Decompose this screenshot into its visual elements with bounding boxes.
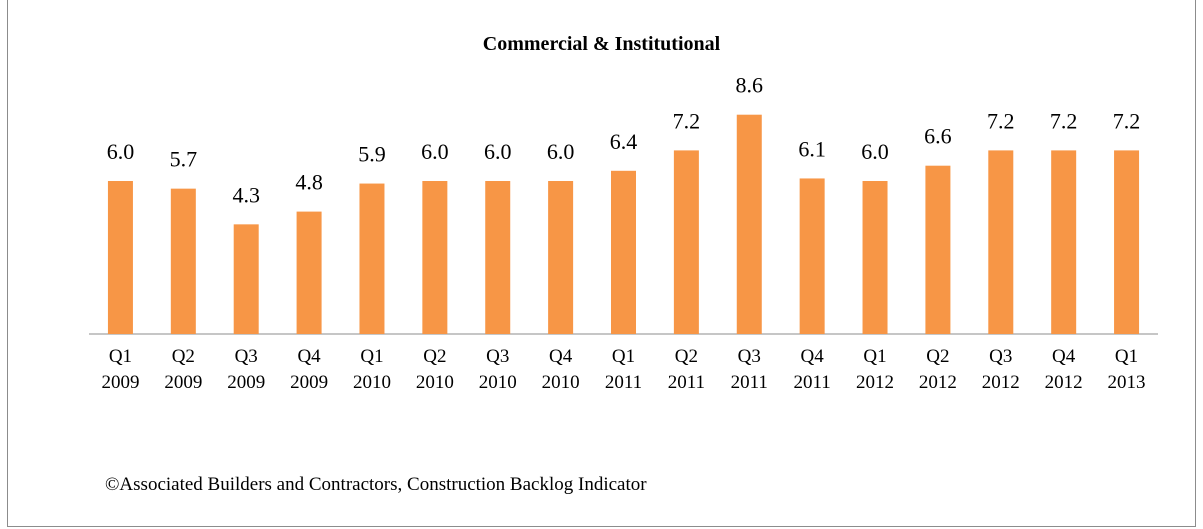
bar: [107, 181, 133, 334]
bar: [925, 165, 951, 334]
bar: [673, 150, 699, 334]
bar: [296, 211, 322, 334]
x-tick-label: Q3 2009: [227, 346, 266, 393]
data-label: 4.3: [232, 182, 260, 207]
chart-title: Commercial & Institutional: [482, 33, 721, 55]
bar: [1114, 150, 1140, 334]
data-label: 5.7: [170, 147, 198, 172]
x-tick-label: Q2 2009: [164, 346, 203, 393]
x-tick-label: Q3 2012: [981, 346, 1020, 393]
data-label: 6.0: [484, 139, 512, 164]
data-label: 5.9: [358, 142, 386, 167]
bar: [170, 188, 196, 334]
data-label: 6.0: [421, 139, 449, 164]
data-label: 7.2: [1113, 108, 1141, 133]
x-tick-label: Q4 2012: [1044, 346, 1083, 393]
bar: [862, 181, 888, 334]
data-label: 8.6: [736, 73, 764, 98]
x-tick-label: Q1 2013: [1107, 346, 1146, 393]
x-tick-label: Q4 2009: [290, 346, 329, 393]
data-label: 6.6: [924, 124, 952, 149]
data-label: 7.2: [673, 108, 701, 133]
x-tick-label: Q3 2010: [478, 346, 517, 393]
bar: [359, 183, 385, 334]
bar: [1051, 150, 1077, 334]
data-label: 6.4: [610, 129, 638, 154]
data-label: 4.8: [295, 170, 323, 195]
x-tick-label: Q1 2009: [101, 346, 140, 393]
bar: [422, 181, 448, 334]
source-note: ©Associated Builders and Contractors, Co…: [105, 474, 647, 495]
x-tick-label: Q1 2012: [856, 346, 895, 393]
bar: [548, 181, 574, 334]
data-label: 6.0: [547, 139, 575, 164]
bar: [799, 178, 825, 334]
x-tick-label: Q3 2011: [730, 346, 768, 393]
data-label: 6.1: [798, 136, 826, 161]
x-tick-label: Q2 2011: [667, 346, 706, 393]
bar: [611, 170, 636, 334]
bar: [485, 181, 511, 334]
data-label: 6.0: [861, 139, 889, 164]
bar: [233, 224, 259, 334]
x-tick-label: Q2 2010: [415, 346, 454, 393]
x-tick-label: Q1 2010: [352, 346, 391, 393]
x-tick-label: Q2 2012: [918, 346, 957, 393]
chart-frame: [7, 0, 1196, 527]
data-label: 6.0: [107, 139, 135, 164]
data-label: 7.2: [987, 108, 1015, 133]
bar: [736, 114, 762, 334]
x-tick-label: Q4 2011: [793, 346, 831, 393]
bar: [988, 150, 1014, 334]
x-tick-label: Q1 2011: [604, 346, 643, 393]
data-label: 7.2: [1050, 108, 1078, 133]
x-tick-label: Q4 2010: [541, 346, 580, 393]
